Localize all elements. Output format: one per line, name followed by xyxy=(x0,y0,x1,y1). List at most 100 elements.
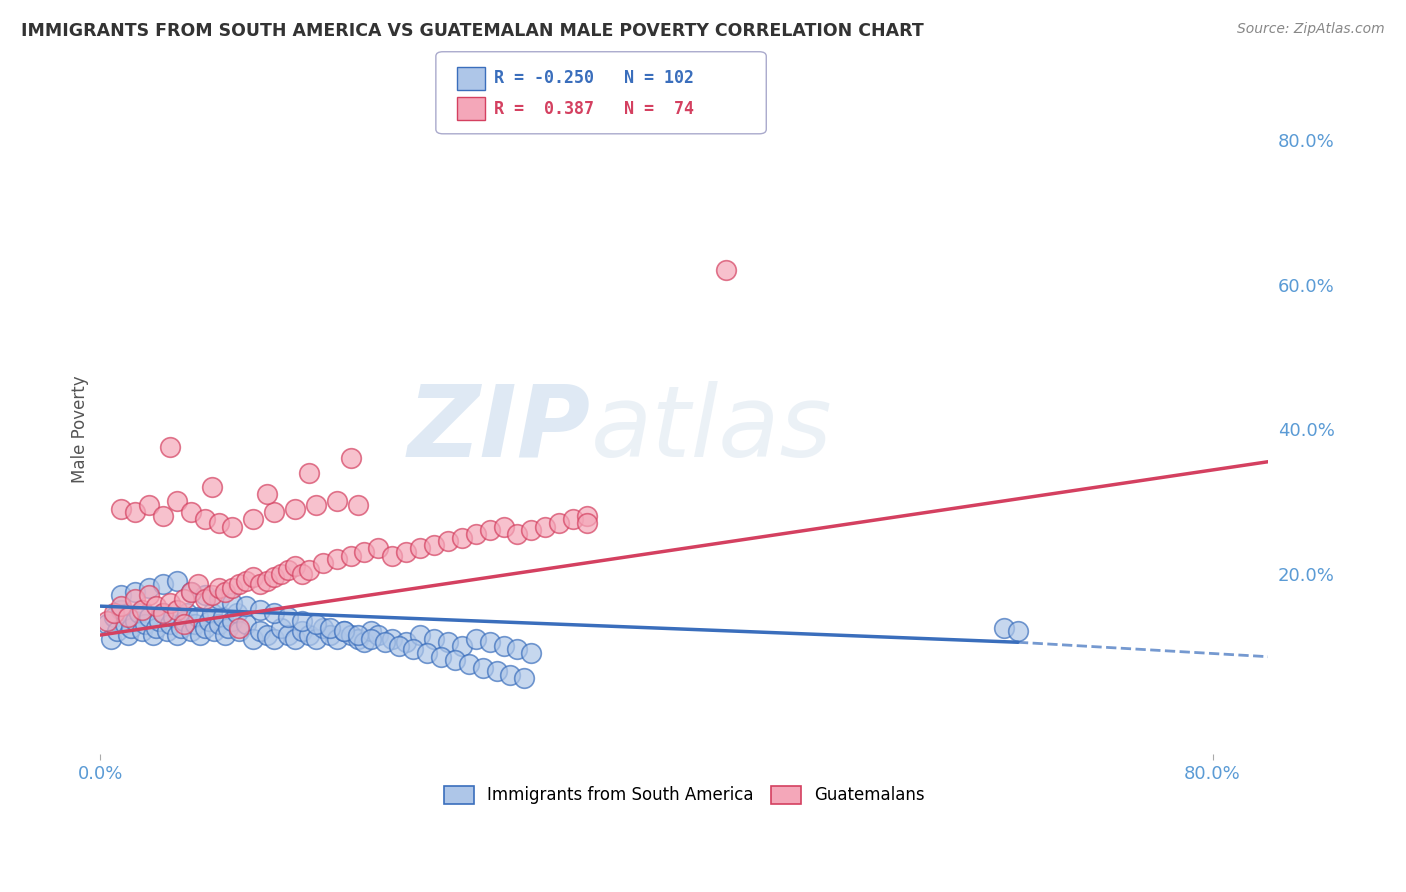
Point xyxy=(207,591,229,606)
Text: R =  0.387   N =  74: R = 0.387 N = 74 xyxy=(494,100,693,118)
Point xyxy=(409,628,432,642)
Point xyxy=(100,632,122,646)
Point xyxy=(131,624,153,639)
Point xyxy=(339,628,361,642)
Point xyxy=(319,621,342,635)
Point xyxy=(562,512,585,526)
Point xyxy=(173,591,195,606)
Point xyxy=(103,607,125,621)
Point xyxy=(395,545,418,559)
Text: R = -0.250   N = 102: R = -0.250 N = 102 xyxy=(494,70,693,87)
Text: ZIP: ZIP xyxy=(408,381,591,478)
Point xyxy=(180,584,202,599)
Point xyxy=(187,610,209,624)
Point xyxy=(96,614,118,628)
Point xyxy=(388,639,411,653)
Point xyxy=(575,508,598,523)
Point xyxy=(124,614,146,628)
Point xyxy=(228,621,250,635)
Point xyxy=(430,649,453,664)
Point xyxy=(103,610,125,624)
Point xyxy=(423,538,446,552)
Point xyxy=(184,617,207,632)
Point xyxy=(548,516,571,530)
Point xyxy=(207,581,229,595)
Point xyxy=(190,628,212,642)
Point xyxy=(471,660,494,674)
Point xyxy=(305,498,328,512)
Point xyxy=(284,559,307,574)
Point xyxy=(166,494,188,508)
Point xyxy=(346,628,368,642)
Point xyxy=(437,635,460,649)
Point xyxy=(138,581,160,595)
Point xyxy=(325,494,347,508)
Point xyxy=(124,584,146,599)
Point xyxy=(180,624,202,639)
Point xyxy=(402,642,425,657)
Point xyxy=(277,610,299,624)
Point xyxy=(117,628,139,642)
Point xyxy=(353,545,375,559)
Point xyxy=(221,595,243,609)
Point xyxy=(506,527,529,541)
Point xyxy=(367,628,389,642)
Point xyxy=(242,512,264,526)
Point xyxy=(194,591,217,606)
Point xyxy=(180,505,202,519)
Point xyxy=(170,621,193,635)
Point xyxy=(180,584,202,599)
Point xyxy=(325,632,347,646)
Point xyxy=(249,577,271,591)
Point xyxy=(96,617,118,632)
Point xyxy=(993,621,1015,635)
Point xyxy=(360,624,382,639)
Point xyxy=(339,451,361,466)
Point xyxy=(166,603,188,617)
Point xyxy=(221,519,243,533)
Point xyxy=(110,501,132,516)
Point xyxy=(284,632,307,646)
Point xyxy=(194,512,217,526)
Point xyxy=(249,603,271,617)
Point xyxy=(173,617,195,632)
Point xyxy=(159,617,181,632)
Point xyxy=(124,591,146,606)
Legend: Immigrants from South America, Guatemalans: Immigrants from South America, Guatemala… xyxy=(437,779,931,811)
Point xyxy=(353,635,375,649)
Point xyxy=(124,505,146,519)
Point xyxy=(263,570,285,584)
Point xyxy=(575,516,598,530)
Point xyxy=(187,577,209,591)
Point xyxy=(298,466,321,480)
Point xyxy=(263,607,285,621)
Point xyxy=(214,628,236,642)
Point xyxy=(360,632,382,646)
Y-axis label: Male Poverty: Male Poverty xyxy=(72,376,89,483)
Point xyxy=(225,607,247,621)
Point xyxy=(228,577,250,591)
Point xyxy=(520,524,543,538)
Point xyxy=(305,617,328,632)
Point xyxy=(263,505,285,519)
Point xyxy=(437,534,460,549)
Point xyxy=(200,588,222,602)
Point xyxy=(197,614,219,628)
Point xyxy=(221,614,243,628)
Point xyxy=(513,672,536,686)
Point xyxy=(145,599,167,614)
Point xyxy=(235,599,257,614)
Point xyxy=(534,519,557,533)
Point xyxy=(110,603,132,617)
Point xyxy=(312,556,335,570)
Point xyxy=(478,524,501,538)
Point xyxy=(312,621,335,635)
Point xyxy=(277,628,299,642)
Point xyxy=(381,549,404,563)
Point xyxy=(332,624,354,639)
Point xyxy=(423,632,446,646)
Point xyxy=(319,628,342,642)
Point xyxy=(221,581,243,595)
Point xyxy=(152,607,174,621)
Point xyxy=(457,657,479,671)
